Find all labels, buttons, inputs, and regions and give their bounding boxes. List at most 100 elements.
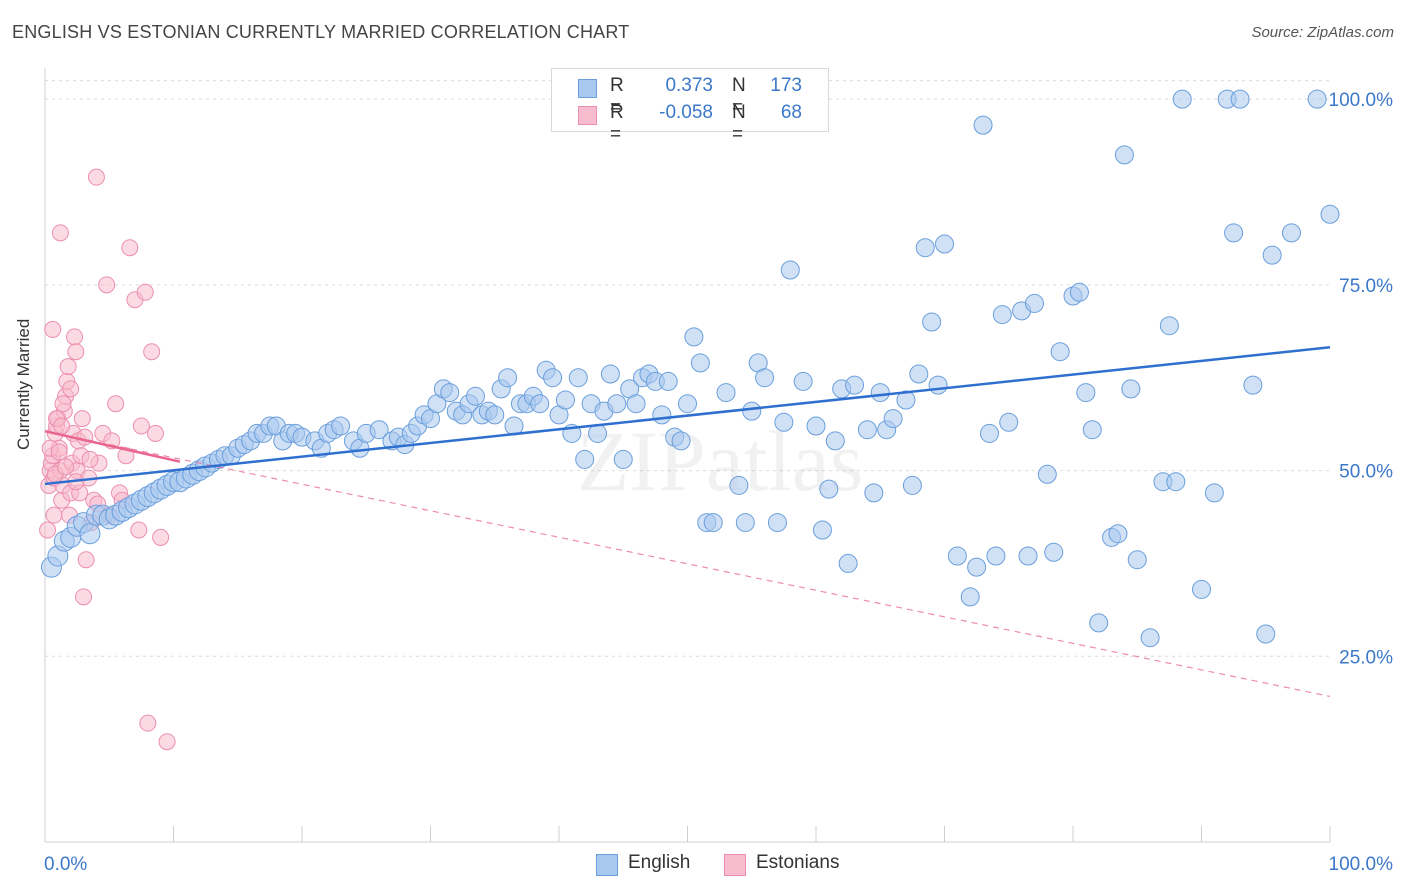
english-point	[1127, 550, 1147, 570]
y-tick-label: 100.0%	[1329, 90, 1394, 111]
english-point	[735, 513, 755, 533]
english-point	[588, 423, 608, 443]
english-point	[986, 546, 1006, 566]
estonian-point	[136, 283, 154, 301]
english-point	[1230, 89, 1250, 109]
english-swatch	[578, 79, 597, 98]
legend-n-value: 173	[770, 75, 802, 96]
english-point	[1281, 223, 1301, 243]
estonian-point	[51, 224, 69, 242]
english-point	[543, 368, 563, 388]
correlation-legend: R = 0.373 N = 173 R = -0.058 N = 68	[551, 68, 829, 145]
y-axis-label: Currently Married	[14, 318, 33, 450]
legend-r-label: R =	[610, 75, 624, 118]
english-point	[1166, 472, 1186, 492]
english-point	[1108, 524, 1128, 544]
y-tick-label: 25.0%	[1339, 647, 1393, 668]
estonian-point	[81, 450, 99, 468]
x-tick-label: 0.0%	[44, 854, 87, 875]
estonian-point	[57, 458, 75, 476]
english-point	[1256, 624, 1276, 644]
english-point	[658, 371, 678, 391]
english-point	[1114, 145, 1134, 165]
english-point	[1076, 383, 1096, 403]
english-point	[870, 383, 890, 403]
english-points	[40, 89, 1340, 648]
english-point	[1307, 89, 1327, 109]
english-point	[1069, 282, 1089, 302]
english-point	[1044, 542, 1064, 562]
english-point	[845, 375, 865, 395]
estonian-point	[76, 428, 94, 446]
english-point	[1018, 546, 1038, 566]
english-point	[575, 449, 595, 469]
estonian-trend-line	[44, 429, 181, 463]
estonian-point	[62, 380, 80, 398]
english-point	[774, 412, 794, 432]
english-point	[742, 401, 762, 421]
estonian-point	[77, 551, 95, 569]
english-point	[755, 368, 775, 388]
english-point	[915, 238, 935, 258]
english-point	[1024, 293, 1044, 313]
english-point	[922, 312, 942, 332]
estonian-point	[54, 395, 72, 413]
english-point	[1140, 628, 1160, 648]
estonian-point	[44, 320, 62, 338]
estonian-point	[132, 417, 150, 435]
estonian-point	[139, 714, 157, 732]
estonian-point	[98, 276, 116, 294]
english-point	[1159, 316, 1179, 336]
english-point	[1037, 464, 1057, 484]
english-point	[1172, 89, 1192, 109]
english-point	[498, 368, 518, 388]
english-point	[684, 327, 704, 347]
estonian-point	[152, 528, 170, 546]
estonian-point	[73, 410, 91, 428]
english-point	[652, 405, 672, 425]
english-point	[999, 412, 1019, 432]
english-point	[1243, 375, 1263, 395]
english-point	[1121, 379, 1141, 399]
english-point	[703, 513, 723, 533]
english-point	[485, 405, 505, 425]
estonian-point	[67, 343, 85, 361]
estonian-swatch	[578, 106, 597, 125]
english-point	[1050, 342, 1070, 362]
english-point	[973, 115, 993, 135]
legend-n-label: N =	[732, 102, 746, 145]
english-point	[1262, 245, 1282, 265]
english-point	[979, 423, 999, 443]
english-point	[555, 390, 575, 410]
estonian-point	[59, 358, 77, 376]
legend-r-label: R =	[610, 102, 624, 145]
english-point	[1082, 420, 1102, 440]
english-point	[838, 553, 858, 573]
estonian-point	[121, 239, 139, 257]
english-point	[819, 479, 839, 499]
estonian-swatch	[724, 854, 746, 876]
english-point	[806, 416, 826, 436]
english-point	[568, 368, 588, 388]
english-point	[992, 305, 1012, 325]
english-point	[716, 383, 736, 403]
estonian-point	[107, 395, 125, 413]
english-swatch	[596, 854, 618, 876]
english-point	[440, 383, 460, 403]
english-point	[626, 394, 646, 414]
english-point	[896, 390, 916, 410]
english-point	[857, 420, 877, 440]
english-point	[613, 449, 633, 469]
legend-r-value: -0.058	[659, 102, 713, 123]
english-point	[530, 394, 550, 414]
english-point	[793, 371, 813, 391]
y-tick-label: 75.0%	[1339, 276, 1393, 297]
english-trend-line	[44, 346, 1331, 486]
english-point	[465, 386, 485, 406]
source-label: Source: ZipAtlas.com	[1251, 24, 1394, 41]
english-point	[671, 431, 691, 451]
english-point	[909, 364, 929, 384]
english-point	[1192, 579, 1211, 599]
english-point	[825, 431, 845, 451]
